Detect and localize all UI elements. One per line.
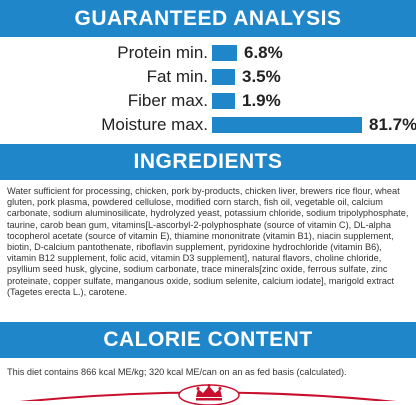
royal-canin-crown-logo-icon: [178, 384, 240, 405]
analysis-bar: [212, 117, 362, 133]
analysis-label: Moisture max.: [101, 115, 208, 134]
ingredients-header: INGREDIENTS: [0, 144, 416, 180]
analysis-value: 6.8%: [244, 43, 283, 62]
analysis-value: 81.7%: [369, 115, 416, 134]
ingredients-text: Water sufficient for processing, chicken…: [7, 186, 409, 297]
analysis-row: Moisture max. 81.7%: [0, 114, 416, 136]
calorie-content-header: CALORIE CONTENT: [0, 322, 416, 358]
analysis-label: Fat min.: [146, 67, 208, 86]
guaranteed-analysis-header: GUARANTEED ANALYSIS: [0, 0, 416, 37]
calorie-content-text: This diet contains 866 kcal ME/kg; 320 k…: [7, 367, 347, 377]
analysis-value: 3.5%: [242, 67, 281, 86]
analysis-bar: [212, 69, 235, 85]
analysis-label: Fiber max.: [127, 91, 208, 110]
analysis-row: Fat min. 3.5%: [0, 66, 416, 88]
analysis-row: Fiber max. 1.9%: [0, 90, 416, 112]
analysis-row: Protein min. 6.8%: [0, 42, 416, 64]
analysis-value: 1.9%: [242, 91, 281, 110]
analysis-bar: [212, 93, 235, 109]
analysis-bar: [212, 45, 237, 61]
analysis-label: Protein min.: [117, 43, 208, 62]
